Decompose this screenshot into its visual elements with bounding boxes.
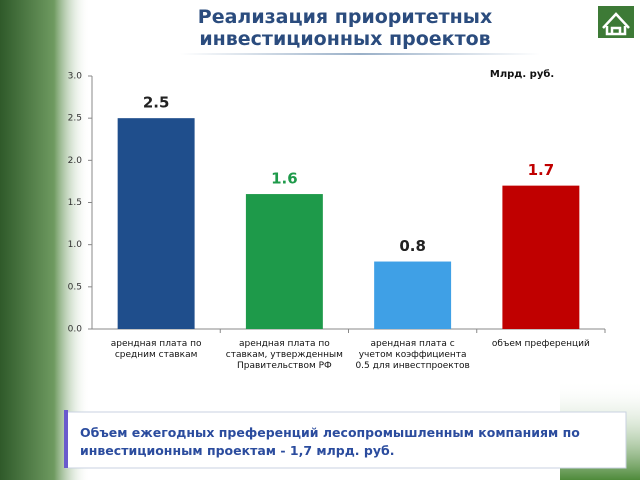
bar	[117, 118, 195, 330]
y-tick-label: 0.0	[68, 325, 83, 335]
footer-note: Объем ежегодных преференций лесопромышле…	[80, 425, 580, 458]
value-label: 1.6	[271, 170, 298, 188]
y-tick-label: 1.5	[68, 198, 82, 208]
value-label: 1.7	[528, 161, 555, 179]
value-label: 2.5	[143, 94, 170, 112]
home-icon[interactable]	[602, 12, 630, 36]
forest-background	[0, 0, 90, 480]
note-accent	[64, 410, 68, 468]
value-label: 0.8	[399, 237, 426, 255]
x-tick-label: арендная плата по ставкам, утвержденным …	[225, 339, 343, 371]
unit-label: Млрд. руб.	[490, 68, 554, 80]
x-tick-label: объем преференций	[491, 339, 590, 349]
page-number: 7	[612, 451, 623, 470]
y-tick-label: 2.5	[68, 114, 82, 124]
y-tick-label: 2.0	[68, 156, 83, 166]
y-tick-label: 1.0	[68, 240, 83, 250]
y-tick-label: 3.0	[68, 72, 83, 82]
y-tick-label: 0.5	[68, 282, 82, 292]
x-tick-label: арендная плата с учетом коэффициента 0.5…	[355, 339, 470, 371]
bar	[245, 194, 323, 329]
x-tick-label: арендная плата по средним ставкам	[110, 339, 202, 360]
home-icon-box[interactable]	[598, 6, 634, 38]
title-rule	[180, 53, 540, 55]
bar	[374, 261, 452, 329]
chart-title: Реализация приоритетных инвестиционных п…	[197, 6, 493, 50]
note-box	[65, 411, 627, 469]
bar	[502, 185, 580, 329]
